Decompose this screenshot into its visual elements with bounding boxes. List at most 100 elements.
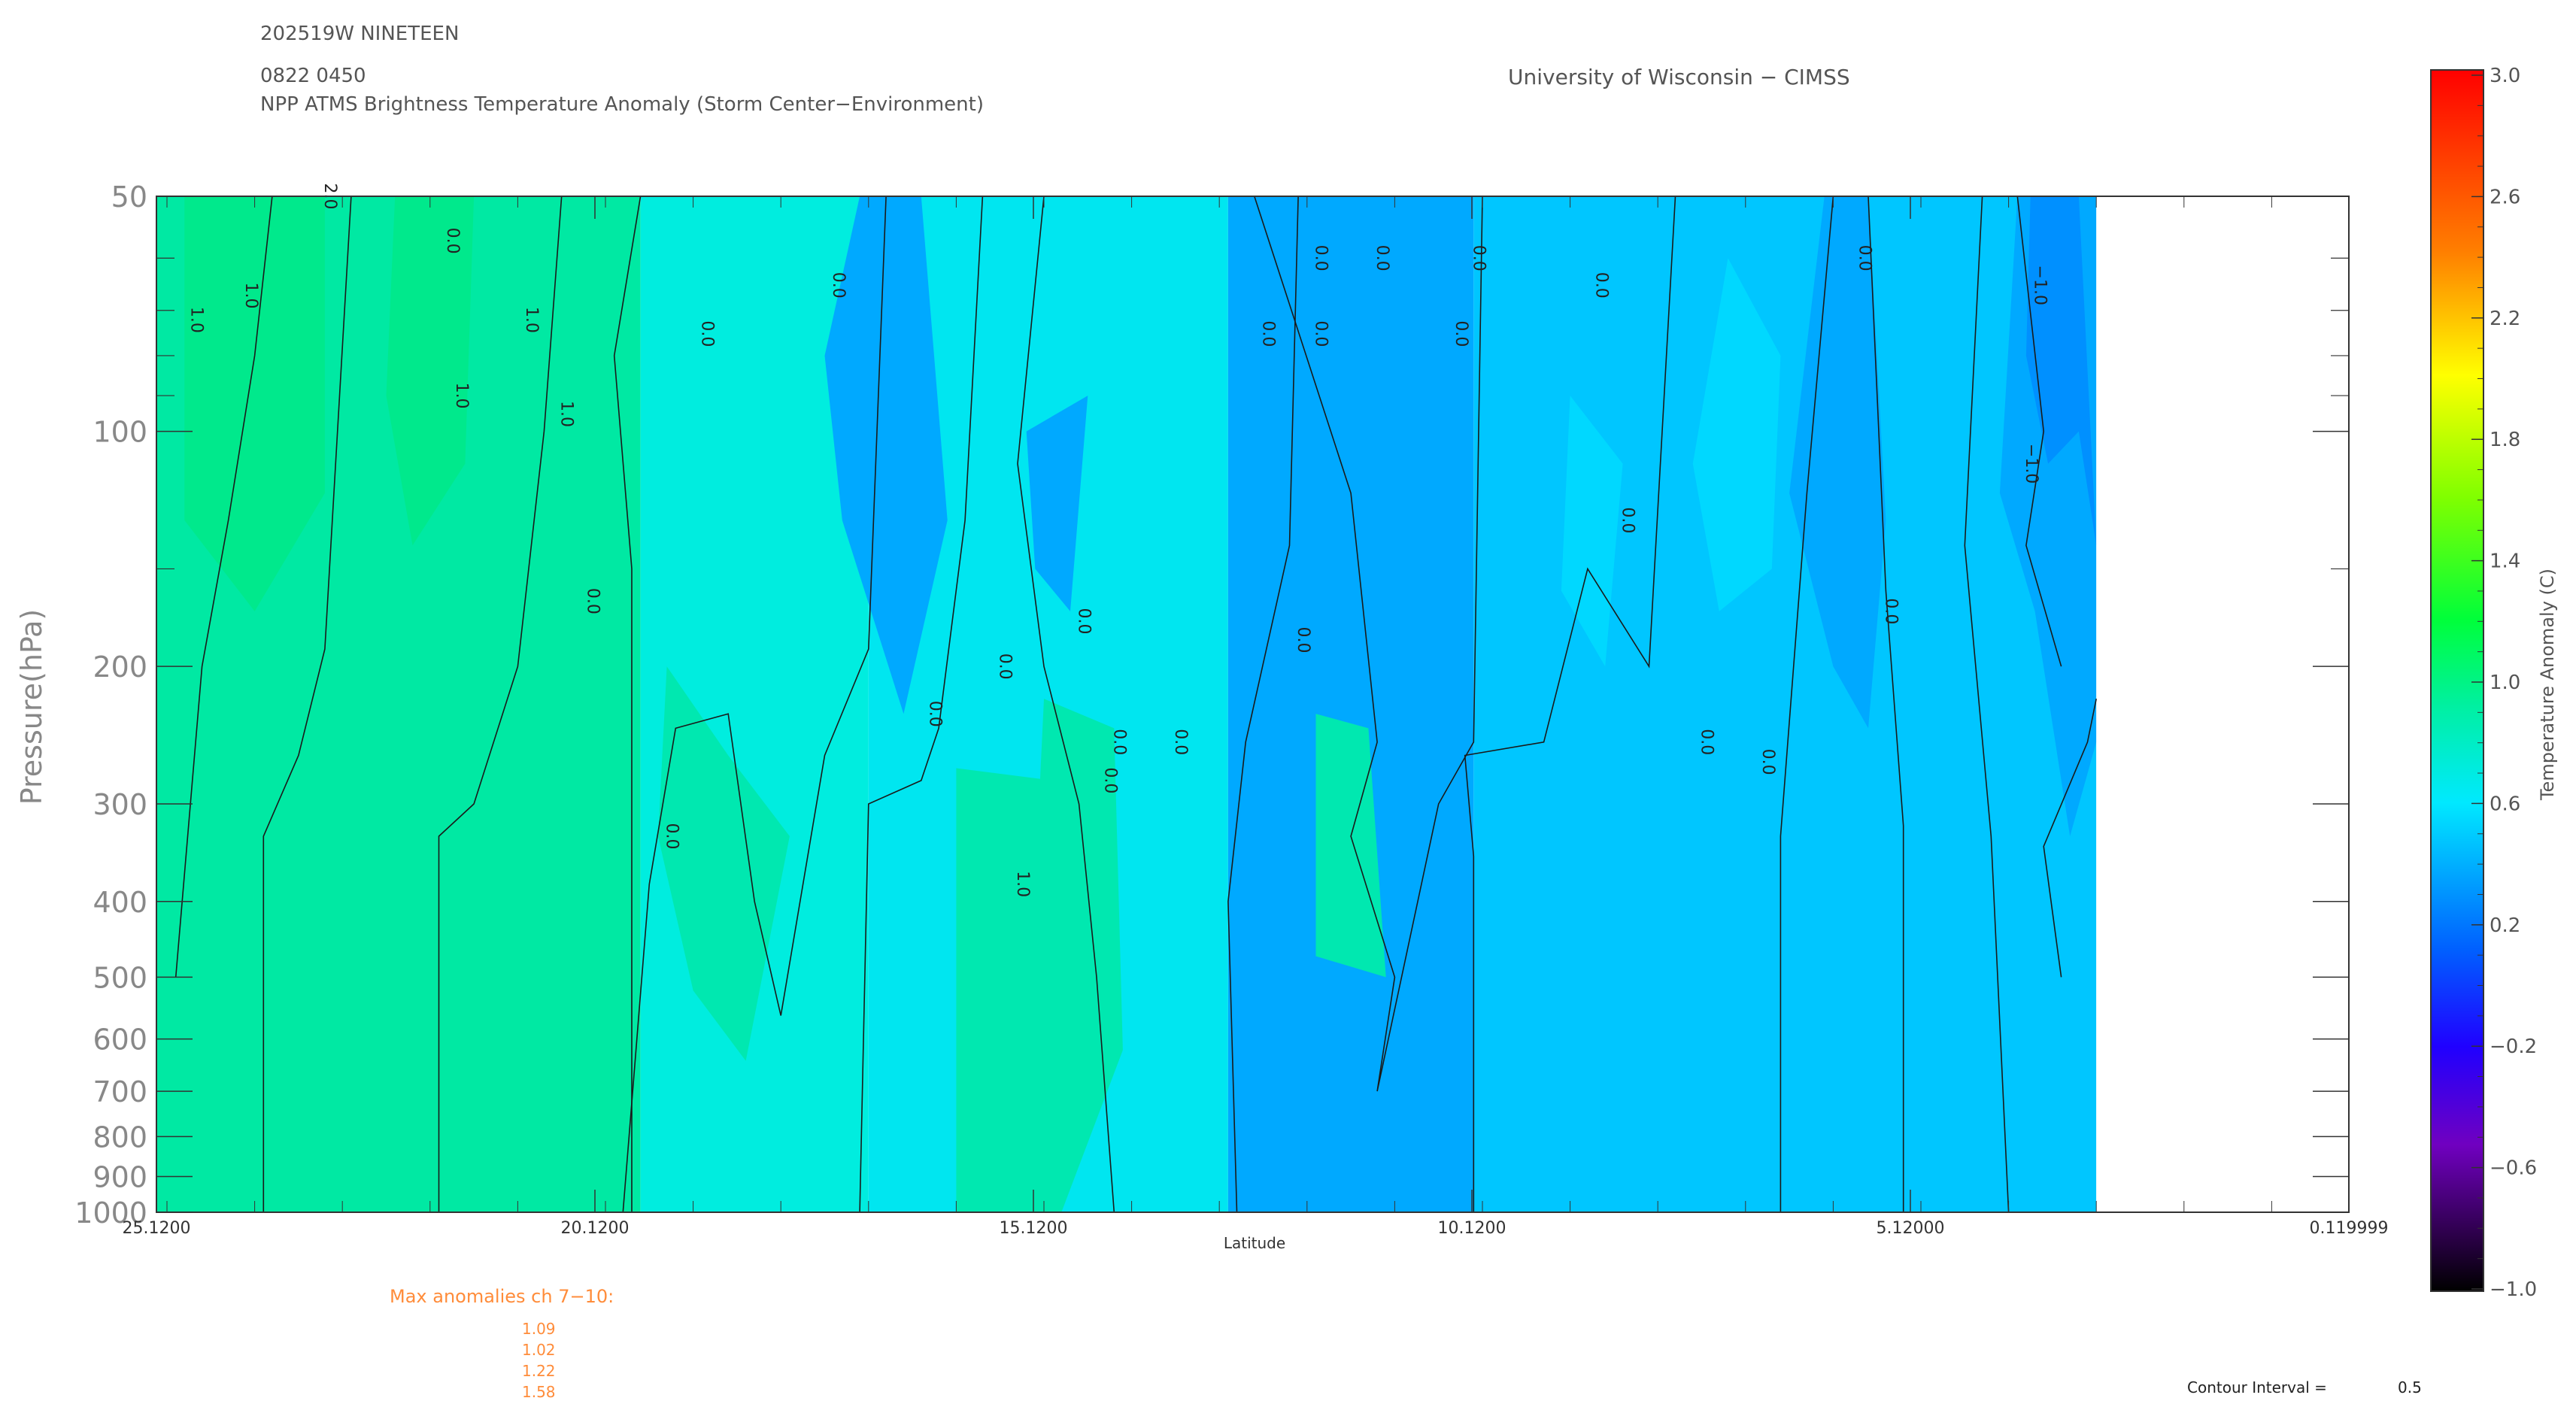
contour-line [1780, 196, 1834, 1212]
contour-lines [174, 196, 2097, 1213]
contour-label: 0.0 [1311, 245, 1330, 271]
contour-line [1227, 196, 1299, 1213]
colorbar-tick-label: 1.8 [2490, 429, 2520, 451]
y-axis-label: Pressure(hPa) [15, 609, 48, 805]
y-tick-label: 200 [93, 650, 147, 684]
no-data-area [2096, 196, 2349, 1212]
y-tick-label: 1000 [74, 1196, 147, 1230]
x-tick-label: 5.12000 [1877, 1219, 1945, 1238]
contour-line [622, 196, 887, 1213]
anomaly-patch [658, 666, 790, 1061]
contour-label: 0.0 [1697, 729, 1716, 755]
anomaly-patch [1026, 396, 1088, 611]
colorbar-tick-label: 2.6 [2490, 186, 2520, 208]
y-tick-label: 700 [93, 1075, 147, 1108]
contour-labels: 1.01.02.00.01.01.01.00.00.00.00.00.00.00… [187, 183, 2050, 897]
x-axis-label: Latitude [1224, 1234, 1285, 1252]
contour-label: 0.0 [663, 823, 681, 850]
colorbar-tick-label: 0.6 [2490, 793, 2520, 815]
colorbar [2430, 69, 2484, 1292]
colorbar-tick-label: 1.0 [2490, 672, 2520, 694]
contour-label: 0.0 [925, 701, 944, 727]
x-tick-label: 20.1200 [561, 1219, 630, 1238]
contour-label: 0.0 [1075, 608, 1094, 635]
contour-line [1868, 196, 1904, 1212]
anomaly-patch [956, 768, 1062, 1212]
anomaly-patch [184, 196, 325, 611]
contour-label: 0.0 [1592, 272, 1611, 299]
contour-label: 0.0 [1101, 767, 1120, 793]
max-anomaly-value: 1.22 [522, 1362, 556, 1380]
contour-interval-value: 0.5 [2398, 1378, 2422, 1396]
anomaly-region [1227, 196, 1474, 1212]
contour-label: 0.0 [443, 228, 462, 254]
colorbar-tick-label: 2.2 [2490, 308, 2520, 330]
anomaly-patch [1561, 396, 1623, 667]
contour-line [438, 196, 563, 1212]
x-tick-label: 25.1200 [123, 1219, 191, 1238]
x-tick-label: 10.1200 [1438, 1219, 1506, 1238]
contour-label: 0.0 [1619, 507, 1637, 533]
contour-label: −1.0 [2022, 444, 2040, 484]
datetime: 0822 0450 [260, 65, 366, 87]
y-tick-label: 600 [93, 1023, 147, 1057]
max-anomaly-value: 1.09 [522, 1320, 556, 1338]
contour-label: 0.0 [1171, 729, 1190, 755]
contour-label: 0.0 [1758, 749, 1777, 775]
anomaly-region [1473, 196, 2097, 1212]
contour-label: 0.0 [1259, 320, 1278, 347]
contour-label: 0.0 [1881, 598, 1900, 624]
contour-label: 1.0 [241, 283, 260, 309]
max-anomaly-value: 1.02 [522, 1341, 556, 1359]
contour-line [1964, 196, 2010, 1213]
x-axis: 25.1200 20.1200 15.1200 10.1200 5.12000 0.119… [123, 196, 2389, 1238]
anomaly-patch [2025, 196, 2097, 546]
anomaly-heatmap [156, 196, 2349, 1212]
contour-line [174, 196, 273, 978]
max-anomalies-heading: Max anomalies ch 7−10: [390, 1286, 614, 1307]
colorbar-label: Temperature Anomaly (C) [2537, 569, 2558, 801]
contour-label: 0.0 [1469, 245, 1488, 271]
contour-line [2043, 699, 2097, 978]
chart-title: NPP ATMS Brightness Temperature Anomaly … [260, 93, 984, 116]
contour-label: 0.0 [584, 588, 602, 614]
contour-label: 0.0 [1294, 627, 1312, 653]
contour-label: 0.0 [1855, 245, 1874, 271]
max-anomaly-value: 1.58 [522, 1383, 556, 1401]
x-tick-label: 15.1200 [1000, 1219, 1068, 1238]
contour-line [2016, 196, 2062, 667]
contour-label: 0.0 [1312, 320, 1330, 347]
contour-label: 0.0 [996, 653, 1015, 680]
plot-frame [156, 196, 2350, 1213]
y-tick-label: 900 [93, 1160, 147, 1193]
contour-label: 0.0 [1109, 729, 1128, 755]
colorbar-tick-label: 0.2 [2490, 914, 2520, 937]
contour-label: 1.0 [187, 307, 206, 333]
contour-label: 1.0 [452, 383, 471, 409]
contour-label: −1.0 [2031, 265, 2050, 305]
anomaly-patch [1692, 258, 1781, 611]
colorbar-tick-label: −1.0 [2490, 1278, 2537, 1301]
contour-label: 0.0 [829, 272, 848, 299]
y-tick-label: 300 [93, 788, 147, 821]
anomaly-patch [386, 196, 475, 546]
colorbar-tick-label: 1.4 [2490, 550, 2520, 573]
institution: University of Wisconsin − CIMSS [1508, 65, 1850, 89]
contour-line [1017, 196, 1115, 1213]
contour-line [1254, 196, 1483, 1092]
colorbar-tick-label: −0.6 [2490, 1157, 2537, 1180]
y-tick-label: 800 [93, 1120, 147, 1154]
x-tick-label: 0.119999 [2310, 1219, 2389, 1238]
contour-line [262, 196, 352, 1212]
contour-label: 0.0 [1452, 320, 1470, 347]
contour-label: 0.0 [1373, 245, 1391, 271]
y-tick-label: 500 [93, 961, 147, 994]
storm-id: 202519W NINETEEN [260, 23, 460, 45]
anomaly-patch [1035, 699, 1123, 1212]
anomaly-patch [1789, 196, 1886, 729]
anomaly-patch [824, 196, 948, 714]
contour-label: 1.0 [557, 401, 576, 427]
y-tick-label: 100 [93, 416, 147, 449]
